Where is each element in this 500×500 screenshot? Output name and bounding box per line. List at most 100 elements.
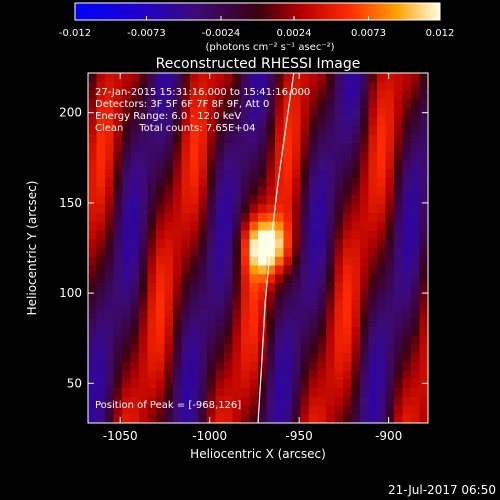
heatmap-cell — [394, 291, 403, 301]
heatmap-cell — [377, 361, 386, 371]
heatmap-cell — [139, 256, 148, 266]
heatmap-cell — [181, 291, 191, 301]
heatmap-cell — [368, 274, 378, 284]
heatmap-cell — [249, 143, 259, 153]
heatmap-cell — [181, 221, 191, 231]
heatmap-cell — [190, 370, 199, 380]
heatmap-cell — [309, 344, 318, 354]
heatmap-cell — [360, 370, 369, 380]
heatmap-cell — [394, 353, 403, 363]
heatmap-cell — [190, 195, 199, 205]
heatmap-cell — [334, 81, 344, 91]
heatmap-cell — [309, 370, 318, 380]
heatmap-cell — [385, 186, 395, 196]
heatmap-cell — [173, 195, 182, 205]
heatmap-cell — [334, 370, 344, 380]
heatmap-cell — [215, 125, 225, 135]
heatmap-cell — [377, 116, 386, 126]
heatmap-cell — [300, 125, 310, 135]
heatmap-cell — [241, 169, 250, 179]
footer-timestamp: 21-Jul-2017 06:50 — [388, 483, 496, 497]
heatmap-cell — [334, 99, 344, 109]
heatmap-cell — [377, 274, 386, 284]
heatmap-cell — [181, 344, 191, 354]
x-tick-label: -950 — [286, 429, 313, 443]
heatmap-cell — [88, 396, 97, 406]
heatmap-cell — [411, 396, 420, 406]
heatmap-cell — [105, 143, 114, 153]
heatmap-cell — [249, 361, 259, 371]
heatmap-cell — [122, 414, 131, 423]
heatmap-cell — [232, 309, 242, 319]
heatmap-cell — [402, 283, 412, 293]
heatmap-cell — [190, 99, 199, 109]
heatmap-cell — [105, 353, 114, 363]
heatmap-cell — [241, 134, 250, 144]
heatmap-cell — [130, 239, 140, 249]
heatmap-cell — [207, 151, 216, 161]
heatmap-cell — [88, 151, 97, 161]
heatmap-cell — [96, 300, 106, 310]
heatmap-cell — [377, 178, 386, 188]
heatmap-cell — [130, 274, 140, 284]
heatmap-cell — [96, 353, 106, 363]
heatmap-cell — [283, 291, 293, 301]
heatmap-cell — [411, 265, 420, 275]
heatmap-cell — [232, 204, 242, 214]
heatmap-cell — [360, 186, 369, 196]
heatmap-cell — [419, 353, 428, 363]
heatmap-cell — [96, 151, 106, 161]
heatmap-cell — [292, 81, 301, 91]
heatmap-cell — [317, 353, 327, 363]
heatmap-cell — [309, 361, 318, 371]
heatmap-cell — [334, 160, 344, 170]
heatmap-cell — [351, 169, 361, 179]
heatmap-cell — [283, 143, 293, 153]
heatmap-cell — [351, 134, 361, 144]
heatmap-cell — [130, 405, 140, 415]
heatmap-cell — [317, 379, 327, 389]
heatmap-cell — [300, 230, 310, 240]
heatmap-cell — [309, 256, 318, 266]
heatmap-cell — [334, 248, 344, 258]
heatmap-cell — [292, 379, 301, 389]
heatmap-cell — [394, 335, 403, 345]
heatmap-cell — [309, 81, 318, 91]
heatmap-cell — [368, 134, 378, 144]
heatmap-cell — [266, 370, 276, 380]
heatmap-cell — [419, 99, 428, 109]
heatmap-cell — [326, 248, 335, 258]
heatmap-cell — [198, 221, 208, 231]
colorbar-tick-label: -0.012 — [59, 28, 91, 39]
heatmap-cell — [181, 379, 191, 389]
heatmap-cell — [249, 160, 259, 170]
heatmap-cell — [292, 335, 301, 345]
heatmap-cell — [309, 396, 318, 406]
heatmap-cell — [360, 151, 369, 161]
heatmap-cell — [224, 239, 233, 249]
heatmap-cell — [385, 195, 395, 205]
heatmap-cell — [317, 414, 327, 423]
heatmap-cell — [377, 134, 386, 144]
heatmap-cell — [215, 108, 225, 118]
heatmap-cell — [122, 73, 131, 83]
heatmap-cell — [368, 405, 378, 415]
heatmap-cell — [411, 143, 420, 153]
heatmap-cell — [326, 405, 335, 415]
heatmap-cell — [402, 239, 412, 249]
heatmap-cell — [343, 178, 352, 188]
heatmap-cell — [275, 335, 284, 345]
heatmap-cell — [181, 178, 191, 188]
heatmap-cell — [326, 379, 335, 389]
heatmap-cell — [164, 73, 174, 83]
heatmap-cell — [88, 274, 97, 284]
heatmap-cell — [266, 344, 276, 354]
heatmap-cell — [343, 73, 352, 83]
heatmap-cell — [300, 239, 310, 249]
heatmap-cell — [232, 230, 242, 240]
heatmap-cell — [139, 204, 148, 214]
heatmap-cell — [88, 291, 97, 301]
heatmap-cell — [275, 414, 284, 423]
heatmap-cell — [411, 405, 420, 415]
heatmap-cell — [309, 318, 318, 328]
